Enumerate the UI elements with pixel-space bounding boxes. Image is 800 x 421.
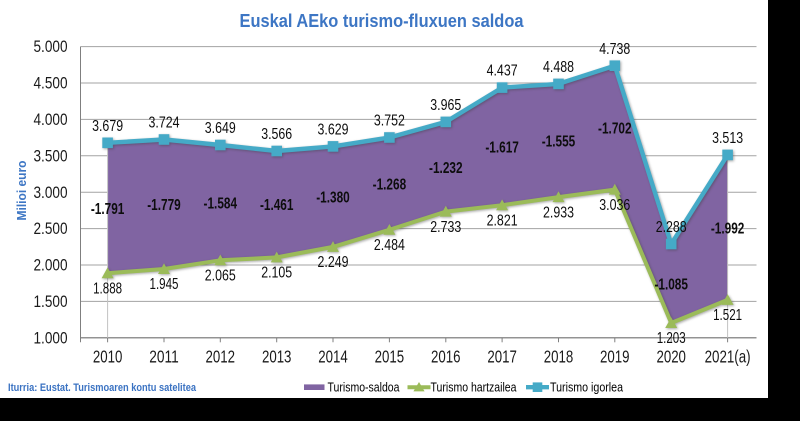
svg-text:Euskal AEko turismo-fluxuen sa: Euskal AEko turismo-fluxuen saldoa [240,10,525,31]
svg-text:1.945: 1.945 [150,276,179,293]
svg-text:-1.380: -1.380 [316,190,350,207]
svg-text:2011: 2011 [149,347,179,367]
svg-text:-1.702: -1.702 [598,121,632,138]
svg-text:-1.085: -1.085 [654,277,688,294]
svg-text:1.500: 1.500 [34,293,68,311]
svg-text:-1.584: -1.584 [204,196,238,213]
svg-text:3.513: 3.513 [712,130,743,147]
svg-text:2017: 2017 [487,347,517,367]
svg-text:2.933: 2.933 [543,204,574,221]
svg-text:3.752: 3.752 [374,113,405,130]
svg-text:3.965: 3.965 [430,97,461,114]
svg-text:2018: 2018 [544,347,574,367]
svg-text:2014: 2014 [318,347,348,367]
svg-text:3.500: 3.500 [34,147,68,165]
svg-text:3.679: 3.679 [92,118,123,135]
svg-text:2.249: 2.249 [318,254,349,271]
svg-text:2010: 2010 [93,347,123,367]
svg-text:3.629: 3.629 [318,122,349,139]
svg-text:Turismo hartzailea: Turismo hartzailea [431,380,518,395]
svg-text:2021(a): 2021(a) [705,347,751,367]
svg-text:-1.232: -1.232 [429,160,463,177]
svg-text:3.566: 3.566 [261,126,292,143]
svg-text:-1.555: -1.555 [542,134,576,151]
svg-text:2.733: 2.733 [430,219,461,236]
svg-text:2.105: 2.105 [261,265,292,282]
svg-text:Iturria: Eustat. Turismoaren k: Iturria: Eustat. Turismoaren kontu satel… [8,382,197,394]
svg-text:Turismo-saldoa: Turismo-saldoa [328,380,401,395]
svg-text:2.065: 2.065 [205,268,236,285]
svg-text:-1.791: -1.791 [91,201,125,218]
svg-text:Milioi euro: Milioi euro [14,160,29,220]
svg-text:4.488: 4.488 [543,59,574,76]
svg-text:5.000: 5.000 [34,38,68,56]
svg-text:2.500: 2.500 [34,220,68,238]
svg-text:-1.268: -1.268 [373,177,407,194]
svg-text:1.888: 1.888 [93,280,122,297]
svg-text:2015: 2015 [375,347,405,367]
svg-text:-1.992: -1.992 [711,220,745,237]
svg-text:2.821: 2.821 [487,212,518,229]
svg-text:Turismo igorlea: Turismo igorlea [550,380,624,395]
svg-text:2.288: 2.288 [656,219,687,236]
svg-text:1.000: 1.000 [34,329,68,347]
svg-text:2012: 2012 [206,347,236,367]
svg-text:3.000: 3.000 [34,184,68,202]
svg-text:3.649: 3.649 [205,120,236,137]
svg-text:1.203: 1.203 [657,330,686,347]
svg-text:4.437: 4.437 [487,63,518,80]
svg-text:2.000: 2.000 [34,257,68,275]
svg-text:2013: 2013 [262,347,292,367]
svg-text:2016: 2016 [431,347,461,367]
svg-text:3.724: 3.724 [149,115,180,132]
svg-text:2020: 2020 [656,347,686,367]
svg-text:3.036: 3.036 [599,197,630,214]
svg-text:2.484: 2.484 [374,237,405,254]
svg-text:-1.779: -1.779 [147,197,181,214]
svg-text:-1.461: -1.461 [260,197,294,214]
svg-text:4.500: 4.500 [34,75,68,93]
svg-text:-1.617: -1.617 [485,139,519,156]
svg-text:1.521: 1.521 [713,307,742,324]
svg-text:4.738: 4.738 [599,41,630,58]
svg-text:2019: 2019 [600,347,630,367]
svg-text:4.000: 4.000 [34,111,68,129]
